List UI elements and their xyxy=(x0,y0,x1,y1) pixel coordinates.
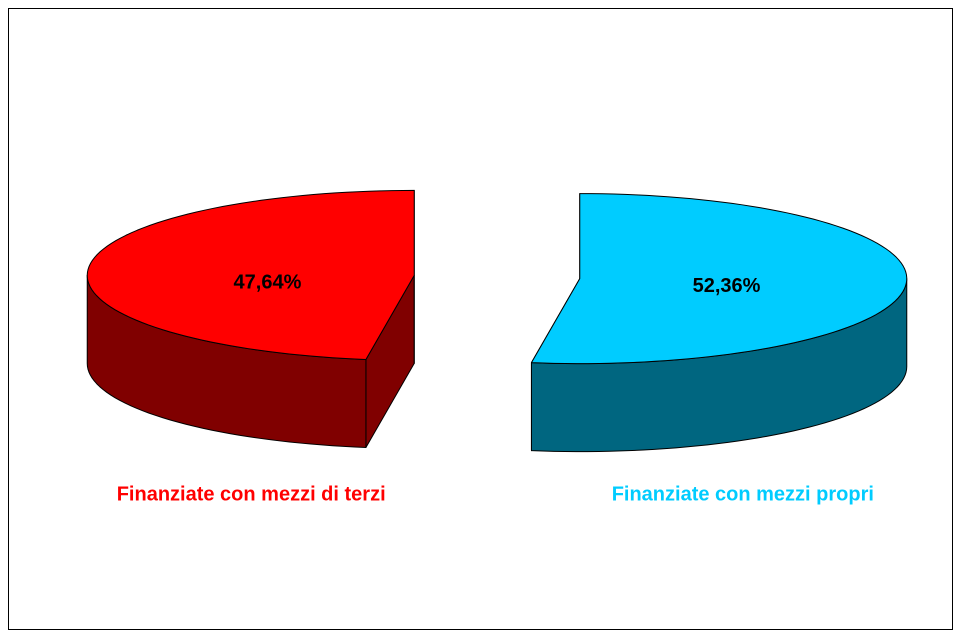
category-label: Finanziate con mezzi di terzi xyxy=(117,483,386,505)
value-label: 47,64% xyxy=(234,272,302,294)
value-label: 52,36% xyxy=(693,275,761,297)
category-label: Finanziate con mezzi propri xyxy=(612,483,874,505)
slice-top xyxy=(530,193,908,365)
slice-top xyxy=(86,189,415,360)
